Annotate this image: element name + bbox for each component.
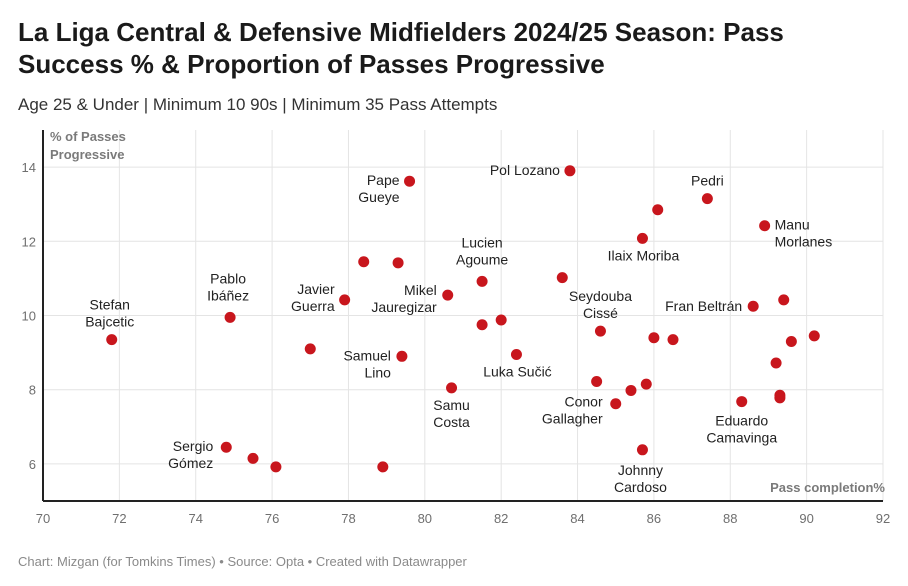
chart-credit: Chart: Mizgan (for Tomkins Times) • Sour…	[18, 554, 467, 569]
x-tick-label: 92	[876, 511, 890, 526]
point-label: Mikel Jauregizar	[371, 282, 437, 315]
x-tick-label: 76	[265, 511, 279, 526]
data-point[interactable]	[785, 335, 797, 347]
y-tick-label: 10	[22, 309, 36, 324]
data-point[interactable]	[636, 444, 648, 456]
point-label: Seydouba Cissé	[569, 288, 632, 321]
x-tick-label: 86	[647, 511, 661, 526]
data-point[interactable]	[106, 334, 118, 346]
data-point[interactable]	[339, 294, 351, 306]
data-point[interactable]	[476, 319, 488, 331]
data-point[interactable]	[442, 289, 454, 301]
point-label: Conor Gallagher	[542, 394, 603, 427]
chart-title: La Liga Central & Defensive Midfielders …	[18, 17, 784, 79]
chart-subtitle: Age 25 & Under | Minimum 10 90s | Minimu…	[18, 95, 498, 114]
x-tick-label: 78	[341, 511, 355, 526]
data-point[interactable]	[377, 461, 389, 473]
point-label: Pablo Ibáñez	[207, 270, 249, 303]
point-label: Johnny Cardoso	[614, 462, 667, 495]
y-tick-label: 8	[29, 383, 36, 398]
data-point[interactable]	[270, 461, 282, 473]
data-points	[106, 165, 820, 473]
x-tick-label: 72	[112, 511, 126, 526]
x-tick-label: 88	[723, 511, 737, 526]
y-axis-label: % of Passes Progressive	[50, 129, 126, 162]
point-label: Samuel Lino	[343, 347, 391, 380]
point-label: Samu Costa	[433, 397, 470, 430]
data-point[interactable]	[594, 325, 606, 337]
data-point[interactable]	[446, 382, 458, 394]
point-labels: Stefan Bajcetic Pablo Ibáñez Sergio Gómez Javi…	[85, 162, 832, 495]
x-tick-label: 70	[36, 511, 50, 526]
point-label: Stefan Bajcetic	[85, 297, 134, 330]
point-label: Fran Beltrán	[665, 298, 742, 314]
point-label: Pape Gueye	[358, 172, 399, 205]
point-label: Javier Guerra	[291, 281, 335, 314]
data-point[interactable]	[652, 204, 664, 216]
data-point[interactable]	[556, 272, 568, 284]
data-point[interactable]	[736, 396, 748, 408]
data-point[interactable]	[591, 376, 603, 388]
x-axis-label: Pass completion%	[770, 480, 885, 495]
data-point[interactable]	[759, 220, 771, 232]
data-point[interactable]	[636, 232, 648, 244]
point-label: Sergio Gómez	[168, 438, 213, 471]
data-point[interactable]	[304, 343, 316, 355]
data-point[interactable]	[358, 256, 370, 268]
point-label: Luka Sučić	[483, 363, 551, 379]
data-point[interactable]	[476, 275, 488, 287]
data-point[interactable]	[510, 348, 522, 360]
x-tick-label: 82	[494, 511, 508, 526]
data-point[interactable]	[667, 334, 679, 346]
data-point[interactable]	[392, 257, 404, 269]
point-label: Manu Morlanes	[775, 217, 833, 250]
scatter-plot: 70 72 74 76 78 80 82 84 86 88 90 92 6 8 10 12 14 % of Pa…	[22, 129, 891, 526]
data-point[interactable]	[774, 392, 786, 404]
point-label: Lucien Agoume	[456, 234, 508, 267]
data-point[interactable]	[495, 314, 507, 326]
data-point[interactable]	[610, 398, 622, 410]
data-point[interactable]	[625, 384, 637, 396]
point-label: Eduardo Camavinga	[706, 413, 777, 446]
point-label: Pedri	[691, 173, 724, 189]
point-label: Ilaix Moriba	[608, 247, 680, 263]
data-point[interactable]	[404, 175, 416, 187]
y-tick-label: 12	[22, 234, 36, 249]
data-point[interactable]	[701, 193, 713, 205]
x-tick-label: 80	[418, 511, 432, 526]
data-point[interactable]	[770, 357, 782, 369]
data-point[interactable]	[648, 332, 660, 344]
data-point[interactable]	[747, 300, 759, 312]
x-tick-label: 74	[188, 511, 202, 526]
point-label: Pol Lozano	[490, 162, 560, 178]
data-point[interactable]	[778, 294, 790, 306]
data-point[interactable]	[808, 330, 820, 342]
data-point[interactable]	[396, 350, 408, 362]
data-point[interactable]	[247, 452, 259, 464]
x-tick-label: 90	[799, 511, 813, 526]
axis-ticks: 70 72 74 76 78 80 82 84 86 88 90 92 6 8 10 12 14	[22, 160, 891, 526]
data-point[interactable]	[564, 165, 576, 177]
y-tick-label: 6	[29, 457, 36, 472]
y-tick-label: 14	[22, 160, 36, 175]
gridlines	[43, 130, 884, 501]
data-point[interactable]	[640, 378, 652, 390]
data-point[interactable]	[224, 311, 236, 323]
x-tick-label: 84	[570, 511, 584, 526]
data-point[interactable]	[220, 441, 232, 453]
